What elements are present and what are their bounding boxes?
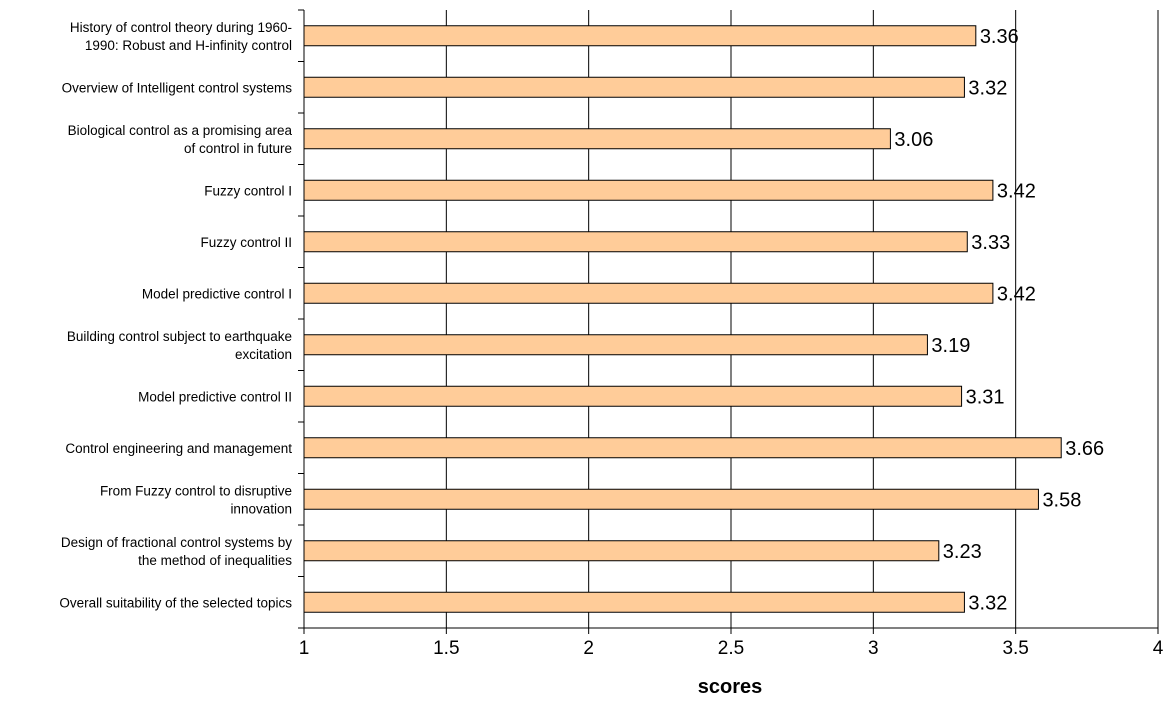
category-label-line: Control engineering and management bbox=[65, 441, 292, 456]
category-label: Fuzzy control I bbox=[204, 183, 292, 198]
category-label-line: Model predictive control II bbox=[138, 389, 292, 404]
bar bbox=[304, 232, 967, 252]
category-labels: History of control theory during 1960- 19… bbox=[59, 20, 292, 611]
category-label-line: innovation bbox=[230, 501, 292, 516]
value-label: 3.33 bbox=[971, 232, 1010, 254]
category-label: Overall suitability of the selected topi… bbox=[59, 595, 292, 610]
value-label: 3.36 bbox=[980, 26, 1019, 48]
bar bbox=[304, 489, 1038, 509]
category-label-line: excitation bbox=[235, 347, 292, 362]
bar bbox=[304, 26, 976, 46]
value-label: 3.23 bbox=[943, 541, 982, 563]
bar bbox=[304, 129, 890, 149]
x-tick-label: 3 bbox=[868, 638, 879, 659]
category-label: Building control subject to earthquake ex… bbox=[67, 329, 292, 362]
bar bbox=[304, 77, 964, 97]
value-label: 3.19 bbox=[931, 335, 970, 357]
x-tick-label: 1 bbox=[299, 638, 310, 659]
value-label: 3.58 bbox=[1042, 489, 1081, 511]
gridlines bbox=[446, 10, 1158, 628]
category-label: Control engineering and management bbox=[65, 441, 292, 456]
category-label-line: Fuzzy control I bbox=[204, 183, 292, 198]
category-label-line: Building control subject to earthquake bbox=[67, 329, 292, 344]
bar bbox=[304, 335, 927, 355]
category-label-line: Overview of Intelligent control systems bbox=[62, 80, 293, 95]
value-label: 3.31 bbox=[966, 386, 1005, 408]
category-label: History of control theory during 1960- 19… bbox=[70, 20, 292, 53]
category-label: Overview of Intelligent control systems bbox=[62, 80, 293, 95]
category-label-line: the method of inequalities bbox=[138, 553, 292, 568]
category-label: Fuzzy control II bbox=[200, 235, 292, 250]
category-label-line: Fuzzy control II bbox=[200, 235, 292, 250]
category-label-line: Biological control as a promising area bbox=[68, 123, 293, 138]
x-tick-label: 3.5 bbox=[1002, 638, 1028, 659]
bar bbox=[304, 180, 993, 200]
category-label: From Fuzzy control to disruptive innovati… bbox=[100, 483, 292, 516]
value-label: 3.06 bbox=[894, 129, 933, 151]
category-label-line: Overall suitability of the selected topi… bbox=[59, 595, 292, 610]
bar bbox=[304, 386, 962, 406]
category-label: Model predictive control I bbox=[142, 286, 292, 301]
bar bbox=[304, 541, 939, 561]
bars bbox=[304, 26, 1061, 613]
category-label: Design of fractional control systems by t… bbox=[61, 535, 292, 568]
value-labels: 3.36 3.32 3.06 3.42 3.33 3.42 3.19 3.31 3.66 3.58… bbox=[894, 26, 1104, 615]
value-label: 3.32 bbox=[968, 77, 1007, 99]
value-label: 3.42 bbox=[997, 283, 1036, 305]
x-tick-labels: 1 1.5 2 2.5 3 3.5 4 bbox=[299, 638, 1164, 659]
x-tick-label: 2.5 bbox=[718, 638, 744, 659]
value-label: 3.42 bbox=[997, 180, 1036, 202]
category-label: Model predictive control II bbox=[138, 389, 292, 404]
bar bbox=[304, 283, 993, 303]
category-label-line: of control in future bbox=[184, 141, 292, 156]
bar bbox=[304, 592, 964, 612]
value-label: 3.32 bbox=[968, 592, 1007, 614]
x-tick-label: 4 bbox=[1153, 638, 1164, 659]
category-label-line: From Fuzzy control to disruptive bbox=[100, 483, 292, 498]
category-label-line: History of control theory during 1960- bbox=[70, 20, 292, 35]
x-tick-label: 1.5 bbox=[433, 638, 459, 659]
bar bbox=[304, 438, 1061, 458]
value-label: 3.66 bbox=[1065, 438, 1104, 460]
category-label-line: Model predictive control I bbox=[142, 286, 292, 301]
x-axis-title: scores bbox=[698, 676, 763, 698]
category-label-line: Design of fractional control systems by bbox=[61, 535, 292, 550]
category-label-line: 1990: Robust and H-infinity control bbox=[85, 38, 292, 53]
category-label: Biological control as a promising area of… bbox=[68, 123, 293, 156]
x-tick-label: 2 bbox=[583, 638, 594, 659]
